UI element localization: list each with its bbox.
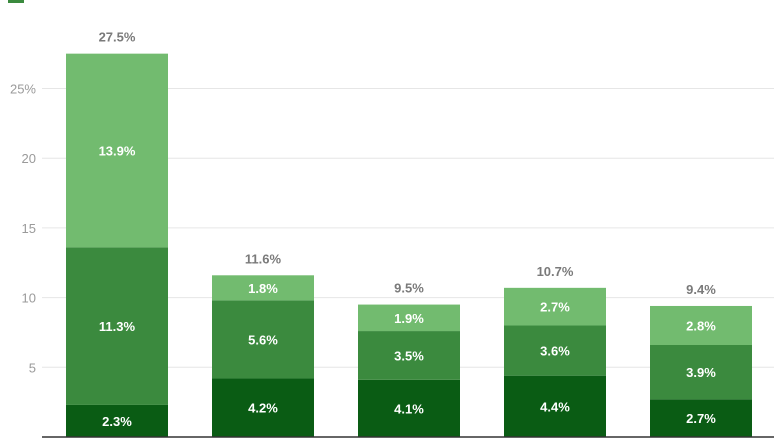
bar-segment xyxy=(650,399,752,437)
segment-value-label: 4.2% xyxy=(248,401,278,416)
y-tick-label: 20 xyxy=(22,151,36,166)
segment-value-label: 2.7% xyxy=(686,411,716,426)
y-tick-label: 5 xyxy=(29,360,36,375)
segment-value-label: 1.9% xyxy=(394,311,424,326)
legend-swatch xyxy=(8,0,24,3)
segment-value-label: 3.6% xyxy=(540,344,570,359)
segment-value-label: 13.9% xyxy=(99,144,136,159)
bar-segment xyxy=(66,53,168,248)
segment-value-label: 2.8% xyxy=(686,318,716,333)
bar-segment xyxy=(212,378,314,437)
bar-segment xyxy=(212,300,314,379)
segment-value-label: 3.9% xyxy=(686,365,716,380)
bar-segment xyxy=(650,344,752,400)
segment-value-label: 3.5% xyxy=(394,348,424,363)
y-tick-label: 25% xyxy=(10,82,36,97)
y-tick-label: 15 xyxy=(22,221,36,236)
bar-segment xyxy=(504,325,606,376)
bar-segment xyxy=(66,404,168,437)
bar-segment xyxy=(358,304,460,332)
y-axis-ticks: 5 10 15 20 25% xyxy=(10,82,36,376)
segment-value-label: 11.3% xyxy=(99,319,136,334)
total-value-label: 27.5% xyxy=(99,30,136,45)
total-value-label: 10.7% xyxy=(537,264,574,279)
bar-segment xyxy=(358,379,460,437)
bar-segment xyxy=(212,275,314,301)
segment-value-label: 2.7% xyxy=(540,300,570,315)
y-tick-label: 10 xyxy=(22,291,36,306)
bar-segment xyxy=(504,375,606,437)
segment-value-label: 4.1% xyxy=(394,401,424,416)
bar-segment xyxy=(358,331,460,380)
segment-value-label: 1.8% xyxy=(248,281,278,296)
segment-value-label: 5.6% xyxy=(248,332,278,347)
total-value-label: 9.5% xyxy=(394,281,424,296)
segment-value-label: 4.4% xyxy=(540,399,570,414)
bars: 2.3% 11.3% 13.9% 4.2% 5.6% 1.8% 4.1% 3.5% 1.9% 4.… xyxy=(66,53,752,437)
total-value-label: 9.4% xyxy=(686,282,716,297)
bar-segment xyxy=(504,287,606,326)
segment-value-label: 2.3% xyxy=(102,414,132,429)
total-value-label: 11.6% xyxy=(245,251,282,266)
bar-segment xyxy=(650,305,752,345)
bar-segment xyxy=(66,247,168,405)
total-labels: 27.5% 11.6% 9.5% 10.7% 9.4% xyxy=(99,30,717,297)
